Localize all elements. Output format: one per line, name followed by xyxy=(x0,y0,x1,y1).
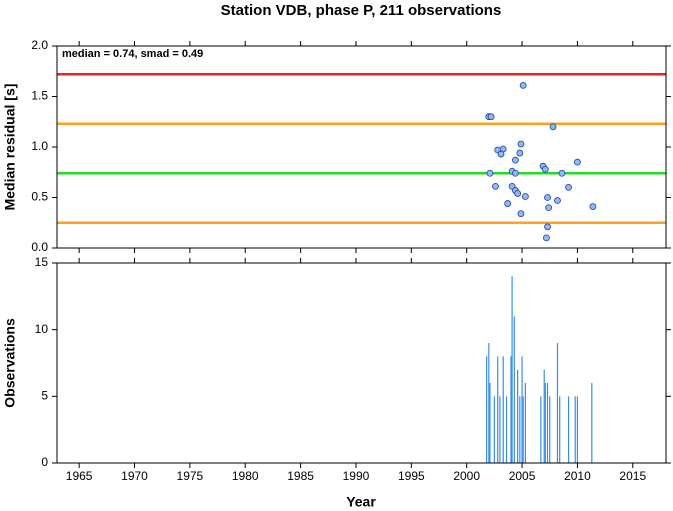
point xyxy=(512,156,519,164)
x-tick-label: 2005 xyxy=(509,469,536,483)
y-axis-label: Median residual [s] xyxy=(2,84,18,211)
point xyxy=(497,150,505,158)
bar xyxy=(517,369,519,463)
y-tick-label: 0.0 xyxy=(31,240,48,254)
point xyxy=(504,200,512,207)
bar xyxy=(524,383,526,463)
bar xyxy=(493,396,495,463)
bar xyxy=(567,396,570,463)
x-axis-label: Year xyxy=(346,494,376,510)
bar xyxy=(486,356,488,463)
x-tick-label: 1985 xyxy=(287,469,314,483)
bar xyxy=(540,396,542,463)
bar xyxy=(556,343,559,463)
plot-frame xyxy=(56,45,667,249)
y-axis-label: Observations xyxy=(2,318,18,408)
bar xyxy=(546,383,549,463)
x-tick-label: 1965 xyxy=(66,469,93,483)
point xyxy=(517,140,525,148)
y-tick-label: 0.5 xyxy=(31,190,48,204)
bar xyxy=(576,396,579,463)
bar xyxy=(574,396,576,463)
y-tick-label: 0 xyxy=(41,455,48,469)
point xyxy=(512,169,519,177)
x-tick-label: 1995 xyxy=(398,469,425,483)
point xyxy=(545,204,553,212)
point xyxy=(554,197,561,204)
point xyxy=(574,158,581,166)
y-tick-label: 2.0 xyxy=(31,38,48,52)
plot-frame xyxy=(56,262,667,464)
bar xyxy=(488,343,490,463)
bar xyxy=(543,369,545,463)
y-tick-label: 5 xyxy=(41,389,48,403)
x-tick-label: 2010 xyxy=(564,469,591,483)
bar xyxy=(522,396,524,463)
bar xyxy=(505,396,508,463)
point xyxy=(492,182,499,190)
bar xyxy=(591,383,593,463)
y-tick-label: 15 xyxy=(35,255,49,269)
chart-title: Station VDB, phase P, 211 observations xyxy=(221,2,502,19)
point xyxy=(487,113,495,121)
bar xyxy=(521,356,523,463)
point xyxy=(589,203,597,210)
point xyxy=(549,123,557,131)
bar xyxy=(499,396,501,463)
bar xyxy=(513,316,515,463)
point xyxy=(519,81,527,89)
x-tick-label: 1980 xyxy=(232,469,259,483)
point xyxy=(514,190,522,197)
y-tick-label: 1.0 xyxy=(31,139,48,153)
point xyxy=(486,169,494,177)
annotation: median = 0.74, smad = 0.49 xyxy=(62,48,203,60)
point xyxy=(565,183,572,191)
x-tick-label: 1975 xyxy=(177,469,204,483)
bar xyxy=(497,356,499,463)
point xyxy=(544,223,551,231)
point xyxy=(541,165,549,173)
x-tick-label: 1970 xyxy=(121,469,148,483)
bar xyxy=(489,383,491,463)
x-tick-label: 2000 xyxy=(453,469,480,483)
bar xyxy=(502,356,504,463)
point xyxy=(544,194,551,201)
x-tick-label: 2015 xyxy=(619,469,646,483)
point xyxy=(521,193,529,200)
x-tick-label: 1990 xyxy=(343,469,370,483)
bar xyxy=(510,356,512,463)
bar xyxy=(559,396,561,463)
bar xyxy=(544,383,546,463)
bar xyxy=(511,276,513,463)
point xyxy=(517,210,525,218)
point xyxy=(516,149,524,157)
bar xyxy=(549,396,551,463)
y-tick-label: 1.5 xyxy=(31,89,48,103)
bar xyxy=(519,396,521,463)
point xyxy=(558,169,566,177)
point xyxy=(543,234,550,242)
y-tick-label: 10 xyxy=(35,322,49,336)
